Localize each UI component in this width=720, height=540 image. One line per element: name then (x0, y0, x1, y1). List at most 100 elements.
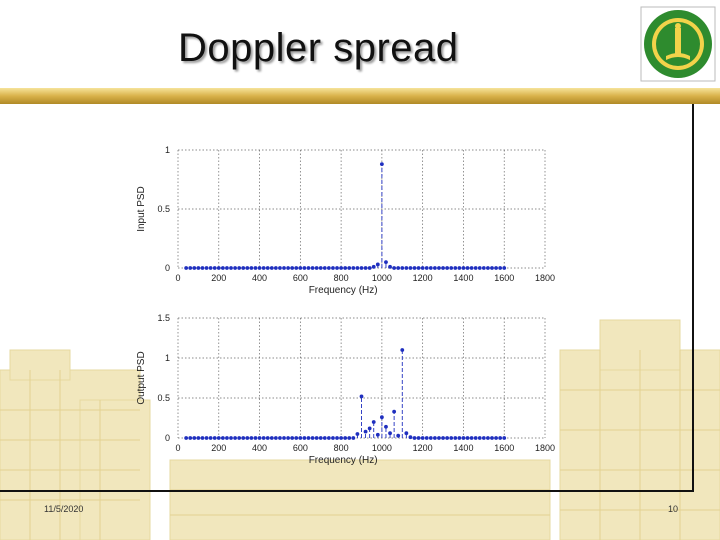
data-point (404, 266, 409, 270)
data-point (208, 266, 213, 270)
data-point (290, 436, 295, 440)
data-point (453, 436, 458, 440)
data-point (408, 435, 413, 440)
data-point (192, 266, 197, 270)
data-point (200, 436, 205, 440)
data-point (310, 436, 315, 440)
data-point (261, 266, 266, 270)
x-tick-label: 1800 (535, 443, 555, 453)
x-tick-label: 400 (252, 273, 267, 283)
data-point (192, 436, 197, 440)
data-point (367, 266, 372, 270)
x-axis-label: Frequency (Hz) (309, 285, 378, 296)
data-point (445, 266, 450, 270)
data-point (351, 266, 356, 270)
data-point (396, 433, 401, 438)
data-point (441, 266, 445, 270)
x-tick-label: 600 (293, 273, 308, 283)
data-point (241, 266, 246, 270)
data-point (233, 436, 237, 440)
data-point (416, 436, 421, 440)
data-point (388, 431, 392, 436)
data-point (412, 436, 417, 440)
data-point (200, 266, 205, 270)
chart-panel-2: 0 200 400 600 800 1000 1200 1400 1600 1800 0 0.5 1 1.… (136, 313, 555, 466)
data-point (310, 266, 315, 270)
data-point (473, 266, 478, 270)
x-tick-label: 1800 (535, 273, 555, 283)
data-point (494, 436, 498, 440)
data-point (314, 266, 319, 270)
data-point (208, 436, 213, 440)
data-point (392, 266, 397, 270)
data-point (273, 266, 278, 270)
data-point (359, 266, 364, 270)
x-tick-label: 1200 (413, 443, 433, 453)
data-point (225, 436, 229, 440)
data-point (298, 436, 303, 440)
data-point (188, 436, 193, 440)
x-tick-label: 400 (252, 443, 267, 453)
data-point (335, 266, 339, 270)
data-point (347, 436, 352, 440)
x-tick-label: 200 (211, 273, 226, 283)
data-point (216, 436, 221, 440)
data-point (441, 436, 445, 440)
data-point (486, 266, 490, 270)
data-point (204, 266, 209, 270)
data-point (257, 266, 262, 270)
data-point (237, 436, 242, 440)
data-point (461, 436, 466, 440)
data-point (196, 266, 201, 270)
footer-date: 11/5/2020 (44, 504, 84, 514)
data-point (212, 436, 217, 440)
data-point (481, 266, 486, 270)
x-tick-label: 1400 (453, 443, 473, 453)
data-point (359, 394, 364, 399)
data-point (339, 436, 344, 440)
data-point (351, 436, 356, 440)
data-point (331, 436, 335, 440)
data-point (400, 266, 405, 270)
data-point (453, 266, 458, 270)
data-point (184, 436, 189, 440)
data-point (490, 266, 494, 270)
data-point (379, 415, 384, 420)
x-tick-label: 1600 (494, 273, 514, 283)
data-point (424, 436, 429, 440)
data-point (457, 266, 462, 270)
data-point (490, 436, 494, 440)
data-point (363, 266, 368, 270)
data-point (245, 266, 250, 270)
data-point (241, 436, 246, 440)
data-point (335, 436, 339, 440)
data-point (469, 266, 474, 270)
data-point (269, 266, 274, 270)
x-axis-label: Frequency (Hz) (309, 455, 378, 466)
data-point (355, 432, 360, 436)
x-tick-label: 1400 (453, 273, 473, 283)
x-tick-label: 0 (175, 273, 180, 283)
data-point (286, 266, 290, 270)
psd-charts: 0 200 400 600 800 1000 1200 1400 1600 180000.51Fr… (136, 145, 555, 466)
data-point (465, 436, 470, 440)
data-point (469, 436, 474, 440)
data-point (220, 436, 225, 440)
data-point (343, 436, 348, 440)
data-point (306, 436, 311, 440)
data-point (269, 436, 274, 440)
y-tick-label: 1 (165, 353, 170, 363)
data-point (302, 436, 307, 440)
y-tick-label: 0 (165, 433, 170, 443)
data-point (339, 266, 344, 270)
data-point (302, 266, 307, 270)
data-point (433, 436, 437, 440)
data-point (278, 266, 282, 270)
data-point (437, 266, 441, 270)
page-number: 10 (668, 504, 679, 514)
data-point (216, 266, 221, 270)
chart-panel-1: 0 200 400 600 800 1000 1200 1400 1600 1800 0 0.5 1 Fr… (136, 145, 555, 296)
data-point (494, 266, 498, 270)
data-point (420, 436, 425, 440)
